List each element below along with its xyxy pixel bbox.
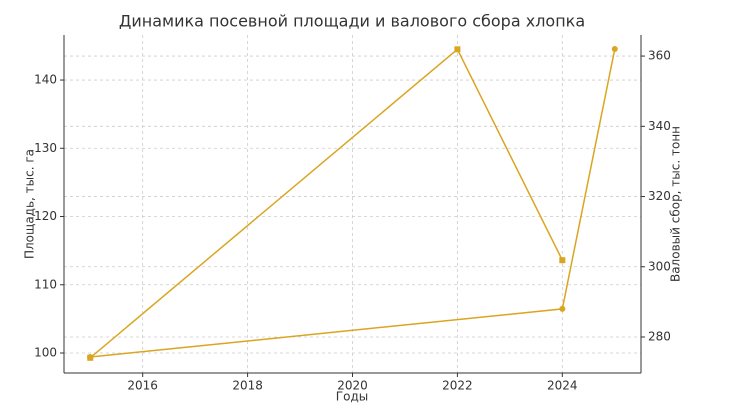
y-tick-label: 140 <box>34 73 57 87</box>
y2-axis-label: Валовый сбор, тыс. тонн <box>669 126 683 282</box>
x-tick-label: 2024 <box>547 379 578 393</box>
x-axis-label: Годы <box>336 390 368 404</box>
x-tick-label: 2020 <box>337 379 368 393</box>
y2-tick-label: 360 <box>648 49 671 63</box>
marker <box>559 305 566 312</box>
y-tick-label: 120 <box>34 209 57 223</box>
marker <box>611 46 618 53</box>
y2-tick-label: 320 <box>648 189 671 203</box>
x-tick-label: 2016 <box>127 379 158 393</box>
y2-tick-label: 340 <box>648 119 671 133</box>
y-tick-label: 130 <box>34 141 57 155</box>
y-tick-label: 110 <box>34 277 57 291</box>
x-tick-label: 2022 <box>442 379 473 393</box>
marker <box>454 46 461 53</box>
y2-tick-label: 280 <box>648 330 671 344</box>
y-axis-label: Площадь, тыс. га <box>23 149 37 259</box>
marker <box>559 257 566 264</box>
y2-tick-label: 300 <box>648 259 671 273</box>
y-tick-label: 100 <box>34 346 57 360</box>
marker <box>87 354 94 361</box>
x-tick-label: 2018 <box>232 379 263 393</box>
line <box>89 48 563 359</box>
chart-title: Динамика посевной площади и валового сбо… <box>119 12 585 31</box>
